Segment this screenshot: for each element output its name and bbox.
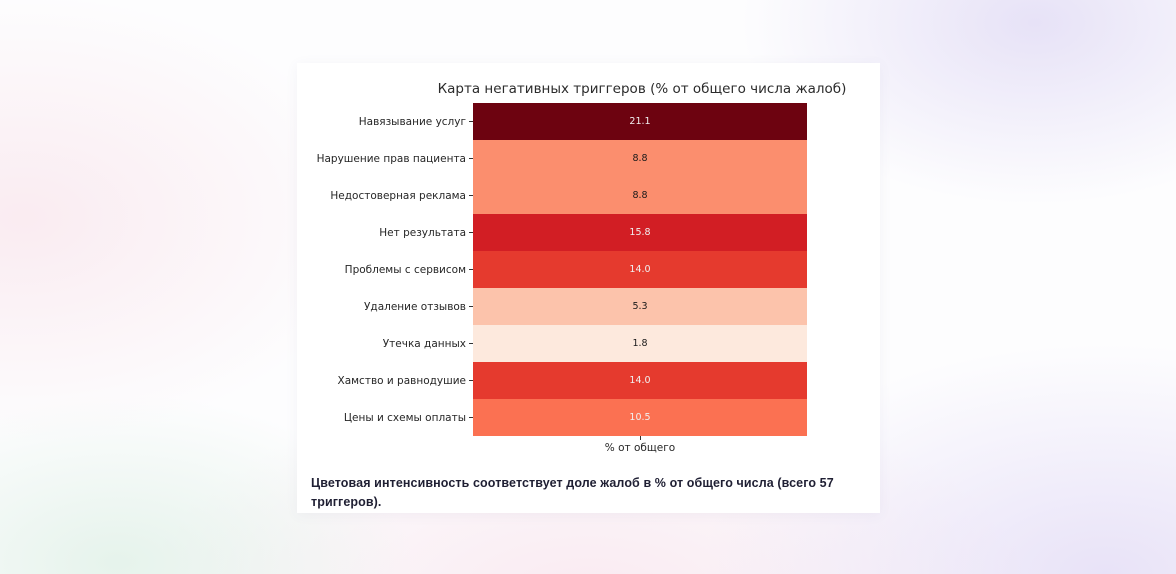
chart-title: Карта негативных триггеров (% от общего …: [437, 81, 847, 97]
heatmap-row: Навязывание услуг 21.1: [297, 103, 880, 140]
category-label: Нет результата: [379, 226, 466, 239]
y-axis-tick: [469, 121, 473, 122]
y-axis-tick: [469, 195, 473, 196]
y-axis-tick: [469, 380, 473, 381]
chart-caption: Цветовая интенсивность соответствует дол…: [311, 476, 834, 510]
category-label: Утечка данных: [382, 337, 466, 350]
x-axis-tick: [639, 436, 641, 440]
heatmap-cell: 8.8: [473, 177, 807, 214]
y-axis-tick: [469, 232, 473, 233]
heatmap-cell: 5.3: [473, 288, 807, 325]
y-axis-tick: [469, 158, 473, 159]
heatmap-cell: 14.0: [473, 251, 807, 288]
heatmap-row: Хамство и равнодушие 14.0: [297, 362, 880, 399]
heatmap-row: Нарушение прав пациента 8.8: [297, 140, 880, 177]
y-axis-tick: [469, 269, 473, 270]
heatmap-cell: 8.8: [473, 140, 807, 177]
category-label: Удаление отзывов: [364, 300, 466, 313]
x-axis-label: % от общего: [604, 442, 676, 454]
heatmap-cell: 21.1: [473, 103, 807, 140]
category-label: Нарушение прав пациента: [316, 152, 466, 165]
category-label: Хамство и равнодушие: [337, 374, 467, 387]
heatmap-rows: Навязывание услуг 21.1 Нарушение прав паци…: [297, 103, 880, 436]
heatmap-cell: 15.8: [473, 214, 807, 251]
heatmap-cell: 10.5: [473, 399, 807, 436]
category-label: Недостоверная реклама: [330, 189, 466, 202]
heatmap-cell: 14.0: [473, 362, 807, 399]
y-axis-tick: [469, 343, 473, 344]
heatmap-row: Недостоверная реклама 8.8: [297, 177, 880, 214]
category-label: Проблемы с сервисом: [344, 263, 466, 276]
x-axis: % от общего: [473, 436, 807, 454]
category-label: Навязывание услуг: [358, 115, 466, 128]
y-axis-tick: [469, 417, 473, 418]
heatmap-cell: 1.8: [473, 325, 807, 362]
heatmap-row: Нет результата 15.8: [297, 214, 880, 251]
category-label: Цены и схемы оплаты: [343, 411, 466, 424]
y-axis-tick: [469, 306, 473, 307]
chart-card: Карта негативных триггеров (% от общего …: [297, 63, 880, 513]
heatmap-row: Цены и схемы оплаты 10.5: [297, 399, 880, 436]
heatmap-row: Удаление отзывов 5.3: [297, 288, 880, 325]
heatmap-row: Проблемы с сервисом 14.0: [297, 251, 880, 288]
heatmap-row: Утечка данных 1.8: [297, 325, 880, 362]
